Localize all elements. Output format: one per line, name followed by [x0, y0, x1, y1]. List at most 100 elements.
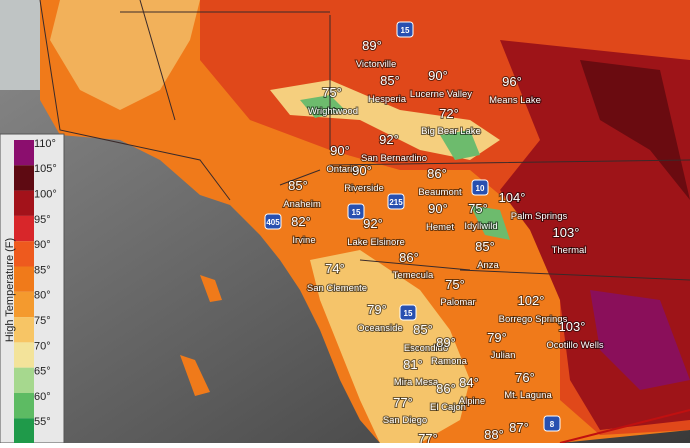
temperature: 103° — [553, 225, 580, 240]
extreme-zone — [590, 290, 690, 390]
temperature: 72° — [439, 106, 459, 121]
city-name: Means Lake — [489, 95, 541, 106]
mountain-zone — [300, 95, 510, 240]
city-name: Julian — [491, 350, 516, 361]
temperature: 75° — [468, 201, 488, 216]
city-name: Irvine — [292, 235, 315, 246]
city-name: Temecula — [393, 270, 434, 281]
temperature: 77° — [418, 431, 438, 443]
temperature: 88° — [484, 427, 504, 442]
legend-swatch — [14, 165, 34, 191]
legend-label: 70° — [34, 340, 51, 352]
legend-swatch — [14, 342, 34, 368]
highway-number: 215 — [389, 198, 403, 207]
highway-number: 10 — [476, 184, 485, 193]
temperature: 75° — [445, 277, 465, 292]
temperature: 86° — [399, 250, 419, 265]
temperature: 89° — [436, 335, 456, 350]
temperature: 96° — [502, 74, 522, 89]
legend-label: 60° — [34, 391, 51, 403]
legend-label: 105° — [34, 163, 57, 175]
legend-label: 100° — [34, 189, 57, 201]
temperature: 92° — [379, 132, 399, 147]
temperature: 74° — [325, 261, 345, 276]
highway-shield — [264, 213, 282, 230]
temperature: 92° — [363, 216, 383, 231]
city-name: Lake Elsinore — [347, 237, 405, 248]
city-name: Mt. Laguna — [504, 390, 552, 401]
temperature: 104° — [499, 190, 526, 205]
temperature: 75° — [322, 85, 342, 100]
legend-label: 55° — [34, 416, 51, 428]
legend-label: 110° — [34, 138, 56, 150]
highway-shield — [396, 21, 414, 38]
legend-swatch — [14, 241, 34, 267]
legend-title: High Temperature (F) — [4, 238, 16, 342]
city-name: Alpine — [459, 396, 485, 407]
temperature: 103° — [559, 319, 586, 334]
temperature: 90° — [352, 163, 372, 178]
cool-zone — [50, 0, 200, 110]
city-name: Hemet — [426, 222, 454, 233]
border — [559, 409, 690, 444]
temperature: 86° — [427, 166, 447, 181]
city-name: Idyllwild — [464, 221, 497, 232]
county-border — [39, 0, 690, 281]
highway-shield — [399, 304, 417, 321]
temperature: 89° — [362, 38, 382, 53]
temperature: 76° — [515, 370, 535, 385]
city-name: Anaheim — [283, 199, 321, 210]
city-name: Anza — [477, 260, 499, 271]
city-name: Escondido — [404, 343, 448, 354]
city-name: El Cajon — [430, 402, 466, 413]
legend-label: 80° — [34, 290, 51, 302]
city-name: San Clemente — [307, 283, 367, 294]
city-name: Beaumont — [418, 187, 462, 198]
city-name: Oceanside — [357, 323, 402, 334]
city-name: Lucerne Valley — [410, 89, 472, 100]
highway-shield — [387, 193, 405, 210]
temperature: 87° — [509, 420, 529, 435]
legend-label: 65° — [34, 366, 51, 378]
legend-swatch — [14, 393, 34, 419]
legend-swatch — [14, 140, 34, 166]
legend-label: 85° — [34, 264, 51, 276]
highway-number: 15 — [352, 208, 361, 217]
legend-swatch — [14, 291, 34, 318]
city-name: San Diego — [383, 415, 427, 426]
highway-shield — [471, 179, 489, 196]
city-name: Ocotillo Wells — [546, 340, 604, 351]
legend-swatch — [14, 418, 34, 444]
temperature: 90° — [330, 143, 350, 158]
city-name: San Bernardino — [361, 153, 427, 164]
highway-shield — [543, 415, 561, 432]
temperature: 85° — [288, 178, 308, 193]
temperature: 102° — [518, 293, 545, 308]
city-name: Wrightwood — [308, 106, 358, 117]
temperature: 82° — [291, 214, 311, 229]
city-name: Ramona — [431, 356, 468, 367]
temperature: 79° — [487, 330, 507, 345]
temperature: 90° — [428, 201, 448, 216]
city-name: Hesperia — [368, 94, 407, 105]
legend-swatch — [14, 215, 34, 242]
legend-swatch — [14, 317, 34, 343]
temperature: 79° — [367, 302, 387, 317]
legend-swatch — [14, 190, 34, 216]
highway-number: 405 — [266, 218, 280, 227]
highway-number: 15 — [401, 26, 410, 35]
coastal-zone — [310, 250, 470, 443]
city-name: Riverside — [344, 183, 384, 194]
city-name: Borrego Springs — [499, 314, 568, 325]
city-name: Mira Mesa — [394, 377, 439, 388]
legend-label: 90° — [34, 239, 51, 251]
highway-shield — [347, 203, 365, 220]
legend-label: 75° — [34, 315, 51, 327]
terrain — [0, 0, 40, 90]
city-name: Ontario — [326, 164, 357, 175]
city-name: Thermal — [552, 245, 587, 256]
temperature: 84° — [459, 375, 479, 390]
highway-number: 8 — [550, 420, 555, 429]
temperature: 90° — [428, 68, 448, 83]
